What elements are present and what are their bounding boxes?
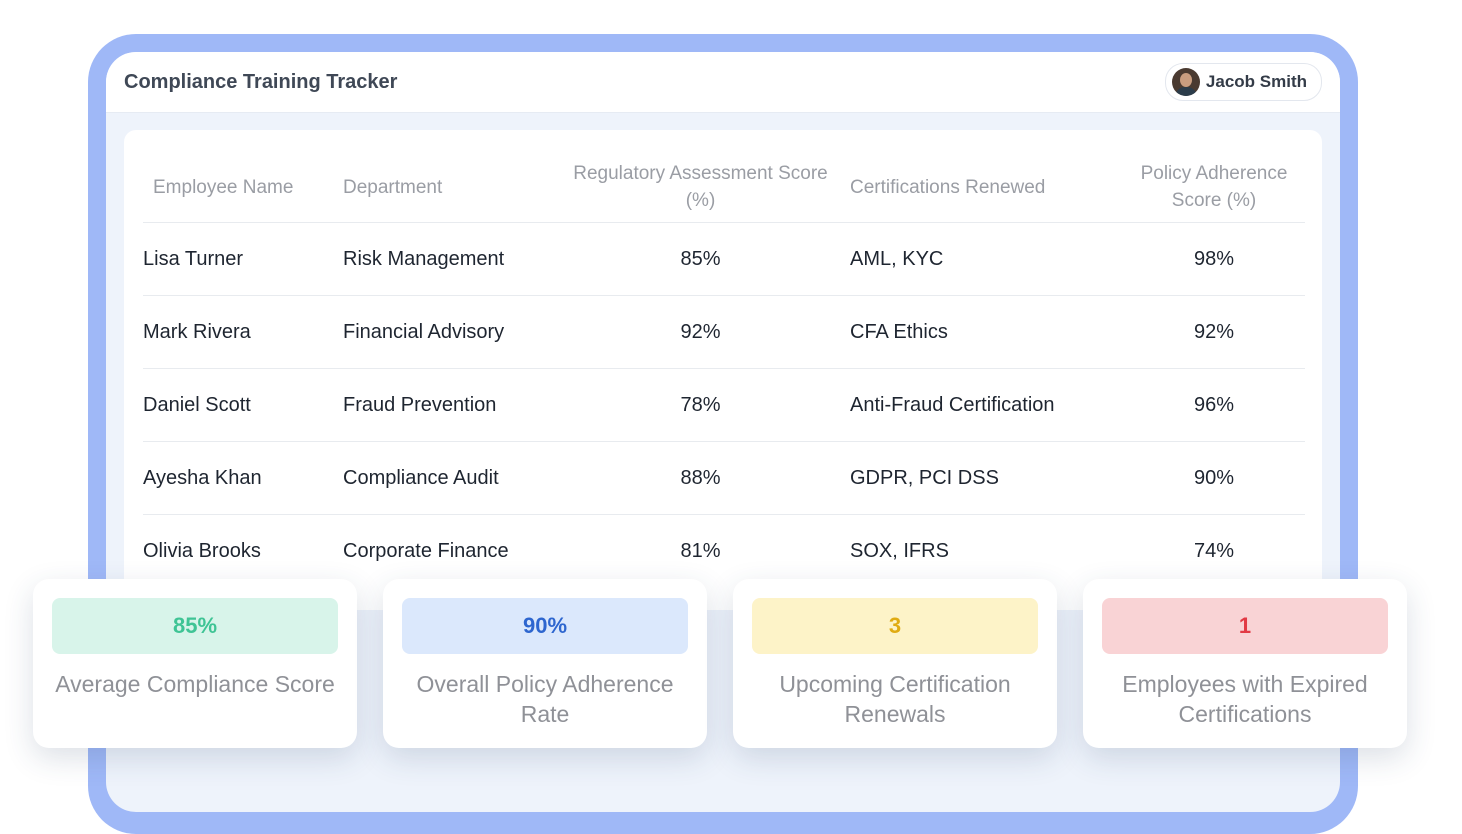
cell-assessment: 88%	[561, 441, 840, 515]
header-employee-name: Employee Name	[143, 152, 343, 223]
cell-department: Compliance Audit	[343, 441, 561, 515]
cell-name: Ayesha Khan	[143, 441, 343, 515]
cell-name: Mark Rivera	[143, 295, 343, 369]
cell-adherence: 98%	[1123, 222, 1305, 296]
cell-certifications: CFA Ethics	[840, 295, 1123, 369]
header-certifications: Certifications Renewed	[840, 152, 1123, 223]
cell-name: Daniel Scott	[143, 368, 343, 442]
cell-certifications: AML, KYC	[840, 222, 1123, 296]
cell-adherence: 96%	[1123, 368, 1305, 442]
cell-certifications: Anti-Fraud Certification	[840, 368, 1123, 442]
stat-card-policy-adherence: 90% Overall Policy Adherence Rate	[383, 579, 707, 748]
top-bar: Compliance Training Tracker Jacob Smith	[106, 52, 1340, 113]
stat-value: 3	[752, 598, 1038, 654]
app-window: Compliance Training Tracker Jacob Smith …	[106, 52, 1340, 812]
cell-department: Corporate Finance	[343, 539, 509, 562]
stat-card-expired-certifications: 1 Employees with Expired Certifications	[1083, 579, 1407, 748]
cell-department: Fraud Prevention	[343, 368, 561, 442]
header-assessment-score: Regulatory Assessment Score (%)	[561, 152, 840, 223]
cell-assessment: 85%	[561, 222, 840, 296]
cell-assessment: 92%	[561, 295, 840, 369]
header-department: Department	[343, 152, 561, 223]
avatar	[1171, 68, 1200, 96]
table-row[interactable]: Lisa Turner Risk Management 85% AML, KYC…	[143, 222, 1305, 296]
stat-card-average-compliance: 85% Average Compliance Score	[33, 579, 357, 748]
table-row[interactable]: Olivia Brooks Corporate Finance 81% SOX,…	[143, 515, 1305, 588]
stat-label: Upcoming Certification Renewals	[779, 671, 1011, 727]
stat-label: Overall Policy Adherence Rate	[416, 671, 674, 727]
stat-card-upcoming-renewals: 3 Upcoming Certification Renewals	[733, 579, 1057, 748]
table-header-row: Employee Name Department Regulatory Asse…	[143, 152, 1305, 223]
cell-name: Olivia Brooks	[143, 539, 261, 562]
table-row[interactable]: Daniel Scott Fraud Prevention 78% Anti-F…	[143, 368, 1305, 442]
cell-assessment: 81%	[680, 539, 721, 562]
cell-adherence: 74%	[1193, 539, 1235, 562]
user-name: Jacob Smith	[1205, 72, 1307, 91]
cell-assessment: 78%	[561, 368, 840, 442]
cell-certifications: SOX, IFRS	[850, 539, 949, 562]
training-table: Employee Name Department Regulatory Asse…	[143, 152, 1305, 587]
cell-adherence: 92%	[1123, 295, 1305, 369]
training-table-card: Employee Name Department Regulatory Asse…	[124, 130, 1322, 610]
header-adherence-score: Policy Adherence Score (%)	[1123, 152, 1305, 223]
stat-value: 85%	[52, 598, 338, 654]
stat-value: 1	[1102, 598, 1388, 654]
stat-label: Employees with Expired Certifications	[1122, 671, 1368, 727]
cell-adherence: 90%	[1123, 441, 1305, 515]
stat-label: Average Compliance Score	[55, 671, 335, 697]
user-menu-button[interactable]: Jacob Smith	[1164, 63, 1322, 101]
table-row[interactable]: Mark Rivera Financial Advisory 92% CFA E…	[143, 295, 1305, 369]
cell-department: Risk Management	[343, 222, 561, 296]
app-title: Compliance Training Tracker	[124, 71, 398, 93]
cell-department: Financial Advisory	[343, 295, 561, 369]
stat-value: 90%	[402, 598, 688, 654]
cell-certifications: GDPR, PCI DSS	[840, 441, 1123, 515]
cell-name: Lisa Turner	[143, 222, 343, 296]
table-row[interactable]: Ayesha Khan Compliance Audit 88% GDPR, P…	[143, 441, 1305, 515]
